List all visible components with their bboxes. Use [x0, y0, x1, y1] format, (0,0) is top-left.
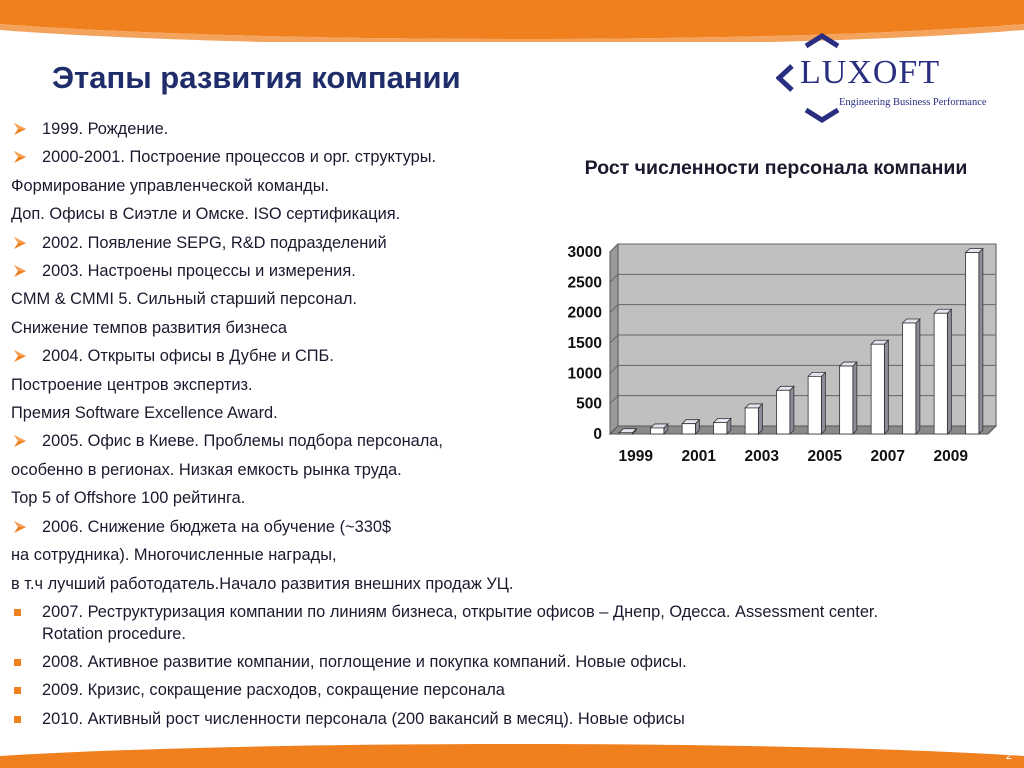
y-tick-label: 1500 [568, 335, 602, 352]
bar [712, 417, 732, 435]
arrow-bullet-icon [13, 115, 29, 143]
top-orange-band [0, 0, 1024, 42]
milestone-text: 2009. Кризис, сокращение расходов, сокра… [42, 681, 505, 700]
square-bullet-icon [14, 608, 21, 616]
milestone-text: Доп. Офисы в Сиэтле и Омске. ISO сертифи… [11, 205, 401, 224]
square-bullet-icon [14, 715, 21, 723]
chart-title: Рост численности персонала компании [584, 157, 968, 179]
milestone-text: CMM & CMMI 5. Сильный старший персонал. [11, 290, 357, 309]
milestone-item: 2006. Снижение бюджета на обучение (~330… [11, 513, 941, 541]
page-title: Этапы развития компании [52, 60, 461, 95]
milestone-text: Премия Software Excellence Award. [11, 404, 278, 423]
bar [838, 361, 858, 435]
y-tick-label: 0 [593, 426, 602, 443]
milestone-item: 2005. Офис в Киеве. Проблемы подбора пер… [11, 427, 941, 455]
milestone-text: 1999. Рождение. [42, 120, 169, 138]
milestone-item: на сотрудника). Многочисленные награды, [11, 541, 941, 569]
x-tick-label: 2003 [745, 448, 780, 465]
milestone-item: Построение центров экспертиз. [11, 371, 941, 399]
milestone-text: 2007. Реструктуризация компании по линия… [42, 602, 879, 643]
x-tick-label: 2009 [934, 448, 969, 465]
milestone-item: Формирование управленческой команды. [11, 172, 941, 200]
logo-tagline: Engineering Business Performance [839, 97, 987, 108]
arrow-bullet-icon [13, 427, 29, 455]
gridline [609, 273, 996, 283]
bar [807, 371, 827, 435]
y-tick-label: 500 [576, 396, 602, 413]
milestone-item: CMM & CMMI 5. Сильный старший персонал. [11, 285, 941, 313]
milestone-item: 2010. Активный рост численности персонал… [11, 705, 941, 733]
milestone-item: 2000-2001. Построение процессов и орг. с… [11, 143, 941, 171]
square-bullet-icon [14, 687, 21, 695]
arrow-bullet-icon [13, 229, 29, 257]
x-tick-label: 2001 [682, 448, 717, 465]
milestone-item: Снижение темпов развития бизнеса [11, 314, 941, 342]
bottom-orange-band [0, 744, 1024, 768]
gridline [609, 334, 996, 344]
staff-growth-chart: 0 500 1000 1500 2000 2500 3000 1999 2001 2003 2005… [568, 242, 998, 465]
milestone-item: в т.ч лучший работодатель.Начало развити… [11, 570, 941, 598]
bar [933, 308, 953, 435]
logo-wordmark: LUXOFT [800, 54, 941, 91]
y-tick-label: 1000 [568, 365, 602, 382]
square-bullet-icon [14, 658, 21, 666]
milestone-item: особенно в регионах. Низкая емкость рынк… [11, 456, 941, 484]
bar [744, 402, 764, 435]
milestone-text: Построение центров экспертиз. [11, 375, 253, 394]
gridline [609, 304, 996, 314]
y-tick-label: 2000 [568, 305, 602, 322]
milestone-text: 2010. Активный рост численности персонал… [42, 709, 685, 728]
milestone-item: Доп. Офисы в Сиэтле и Омске. ISO сертифи… [11, 200, 941, 228]
bar [901, 318, 921, 435]
milestone-text: 2008. Активное развитие компании, поглощ… [42, 652, 687, 671]
x-tick-label: 2005 [808, 448, 843, 465]
milestone-text: особенно в регионах. Низкая емкость рынк… [11, 460, 402, 479]
milestone-text: в т.ч лучший работодатель.Начало развити… [11, 574, 514, 593]
y-tick-label: 2500 [568, 274, 602, 291]
luxoft-chevron-icon [776, 33, 840, 123]
bar [964, 247, 984, 435]
milestone-item: Top 5 of Offshore 100 рейтинга. [11, 484, 941, 512]
milestone-text: Снижение темпов развития бизнеса [11, 318, 288, 337]
milestone-item: 2003. Настроены процессы и измерения. [11, 257, 941, 285]
bar [775, 385, 795, 435]
x-tick-label: 2007 [871, 448, 905, 465]
milestone-item: 2004. Открыты офисы в Дубне и СПБ. [11, 342, 941, 370]
milestone-item: 2007. Реструктуризация компании по линия… [11, 601, 941, 645]
milestone-item: 1999. Рождение. [11, 115, 941, 143]
milestone-text: 2003. Настроены процессы и измерения. [42, 262, 356, 281]
luxoft-logo: LUXOFT Engineering Business Performance [776, 32, 1006, 124]
milestone-text: Формирование управленческой команды. [11, 176, 330, 195]
gridline [609, 395, 996, 405]
milestone-text: Top 5 of Offshore 100 рейтинга. [11, 489, 246, 508]
y-tick-label: 3000 [568, 244, 602, 261]
milestone-text: 2000-2001. Построение процессов и орг. с… [42, 148, 437, 167]
x-tick-label: 1999 [619, 448, 654, 465]
milestones-list: 1999. Рождение. 2000-2001. Построение про… [11, 115, 941, 733]
arrow-bullet-icon [13, 513, 29, 541]
page-number: 2 [1005, 750, 1012, 762]
bar [649, 422, 669, 435]
milestone-item: Премия Software Excellence Award. [11, 399, 941, 427]
bar [681, 418, 701, 435]
milestone-text: на сотрудника). Многочисленные награды, [11, 546, 337, 565]
milestone-item: 2008. Активное развитие компании, поглощ… [11, 648, 941, 676]
arrow-bullet-icon [13, 257, 29, 285]
milestone-item: 2002. Появление SEPG, R&D подразделений [11, 229, 941, 257]
milestone-item: 2009. Кризис, сокращение расходов, сокра… [11, 676, 941, 704]
arrow-bullet-icon [13, 143, 29, 171]
bar [618, 427, 638, 435]
gridline [609, 364, 996, 374]
bar [870, 339, 890, 435]
milestone-text: 2005. Офис в Киеве. Проблемы подбора пер… [42, 432, 443, 451]
gridline [609, 243, 996, 253]
milestone-text: 2002. Появление SEPG, R&D подразделений [42, 233, 387, 252]
plot-floor [608, 425, 998, 435]
milestone-text: 2006. Снижение бюджета на обучение (~330… [42, 517, 392, 536]
arrow-bullet-icon [13, 342, 29, 370]
milestone-text: 2004. Открыты офисы в Дубне и СПБ. [42, 347, 334, 366]
